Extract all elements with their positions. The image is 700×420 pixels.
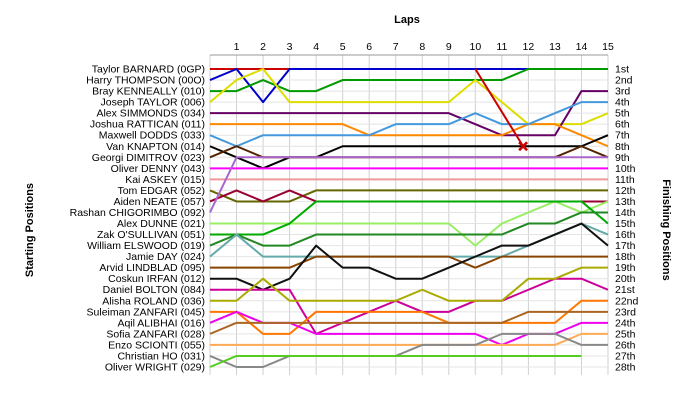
finishing-position-label: 6th	[615, 119, 630, 131]
finishing-position-label: 25th	[615, 328, 636, 340]
finishing-position-label: 19th	[615, 262, 636, 274]
annotation-layer	[474, 68, 529, 152]
x-tick-label: 3	[287, 41, 293, 53]
x-tick-label: 11	[496, 41, 507, 53]
x-tick-label: 15	[602, 41, 614, 53]
starting-position-label: Alisha ROLAND (036)	[102, 295, 205, 307]
y-axis-title-left: Starting Positions	[24, 183, 36, 277]
series-line	[210, 299, 608, 335]
finishing-position-label: 4th	[615, 97, 630, 109]
starting-position-label: Arvid LINDBLAD (095)	[99, 262, 205, 274]
series-line	[209, 156, 608, 213]
finishing-position-label: 21st	[615, 284, 635, 296]
x-tick-label: 7	[393, 41, 399, 53]
finishing-position-label: 17th	[615, 240, 636, 252]
series-line	[210, 200, 609, 247]
starting-position-label: Oliver WRIGHT (029)	[105, 362, 205, 374]
starting-position-label: Aiden NEATE (057)	[114, 196, 205, 208]
x-tick-label: 13	[549, 41, 561, 53]
x-tick-label: 6	[366, 41, 372, 53]
finishing-position-label: 9th	[615, 152, 630, 164]
starting-position-label: Daniel BOLTON (084)	[103, 284, 205, 296]
starting-position-label: Alex SIMMONDS (034)	[96, 108, 205, 120]
starting-position-label: Oliver DENNY (043)	[111, 163, 205, 175]
finishing-position-label: 2nd	[615, 75, 633, 87]
starting-position-label: William ELSWOOD (019)	[87, 240, 205, 252]
series-line	[209, 332, 608, 368]
starting-position-label: Aqil ALIBHAI (016)	[117, 317, 205, 329]
starting-position-label: Coskun IRFAN (012)	[108, 273, 205, 285]
finishing-position-label: 7th	[615, 130, 630, 142]
series-line	[210, 200, 609, 236]
retirement-marker	[518, 141, 529, 152]
finishing-position-label: 18th	[615, 251, 636, 263]
finishing-position-label: 24th	[615, 317, 636, 329]
x-tick-label: 1	[234, 41, 240, 53]
x-tick-label: 8	[419, 41, 425, 53]
finishing-position-label: 14th	[615, 207, 636, 219]
finishing-position-label: 20th	[615, 273, 636, 285]
starting-position-label: Maxwell DODDS (033)	[99, 130, 205, 142]
finishing-position-label: 11th	[615, 174, 635, 186]
series-line	[209, 310, 608, 335]
starting-position-label: Bray KENNEALLY (010)	[92, 86, 205, 98]
x-axis-title: Laps	[394, 14, 420, 26]
starting-position-label: Alex DUNNE (021)	[117, 218, 205, 230]
starting-position-label: Joseph TAYLOR (006)	[101, 97, 205, 109]
finishing-position-label: 13th	[615, 196, 636, 208]
x-tick-label: 5	[340, 41, 346, 53]
x-tick-label: 2	[260, 41, 266, 53]
starting-position-label: Sofia ZANFARI (028)	[106, 328, 205, 340]
finishing-position-label: 8th	[615, 141, 630, 153]
starting-position-label: Enzo SCIONTI (055)	[108, 339, 205, 351]
starting-position-label: Harry THOMPSON (00O)	[86, 75, 205, 87]
y-axis-title-right: Finishing Positions	[660, 179, 672, 280]
finishing-position-label: 1st	[615, 64, 629, 76]
series-line	[209, 211, 608, 247]
finishing-position-label: 5th	[615, 108, 630, 120]
series-line	[210, 255, 608, 269]
starting-position-label: Georgi DIMITROV (023)	[92, 152, 205, 164]
finishing-position-label: 26th	[615, 339, 636, 351]
series-line	[210, 90, 608, 137]
series-line	[210, 123, 609, 148]
starting-position-label: Jamie DAY (024)	[126, 251, 205, 263]
starting-position-label: Christian HO (031)	[117, 350, 205, 362]
starting-position-label: Taylor BARNARD (0GP)	[92, 64, 205, 76]
series-line	[210, 332, 608, 346]
starting-position-label: Zak O'SULLIVAN (051)	[97, 229, 205, 241]
starting-position-label: Suleiman ZANFARI (045)	[87, 306, 205, 318]
starting-position-label: Tom EDGAR (052)	[117, 185, 205, 197]
finishing-position-label: 3rd	[615, 86, 630, 98]
starting-position-label: Kai ASKEY (015)	[125, 174, 205, 186]
finishing-position-label: 22nd	[615, 295, 639, 307]
finishing-position-label: 10th	[615, 163, 636, 175]
starting-position-label: Rashan CHIGORIMBO (092)	[70, 207, 205, 219]
x-tick-label: 12	[523, 41, 535, 53]
finishing-position-label: 12th	[615, 185, 636, 197]
finishing-position-label: 15th	[615, 218, 636, 230]
series-line	[209, 189, 608, 203]
series-line	[210, 222, 609, 291]
x-tick-label: 14	[576, 41, 588, 53]
series-layer	[209, 68, 609, 368]
finishing-position-label: 16th	[615, 229, 636, 241]
plot-background	[210, 55, 610, 375]
x-tick-label: 9	[446, 41, 452, 53]
x-tick-label: 10	[469, 41, 481, 53]
series-line	[209, 134, 609, 170]
finishing-position-label: 23rd	[615, 306, 636, 318]
retirement-line	[474, 68, 524, 147]
starting-position-label: Van KNAPTON (014)	[106, 141, 205, 153]
x-tick-label: 4	[313, 41, 319, 53]
series-line	[209, 101, 608, 148]
series-line	[210, 266, 608, 302]
finishing-position-label: 28th	[615, 362, 636, 374]
starting-position-label: Joshua RATTICAN (011)	[90, 119, 205, 131]
series-line	[209, 354, 582, 368]
finishing-position-label: 27th	[615, 350, 636, 362]
